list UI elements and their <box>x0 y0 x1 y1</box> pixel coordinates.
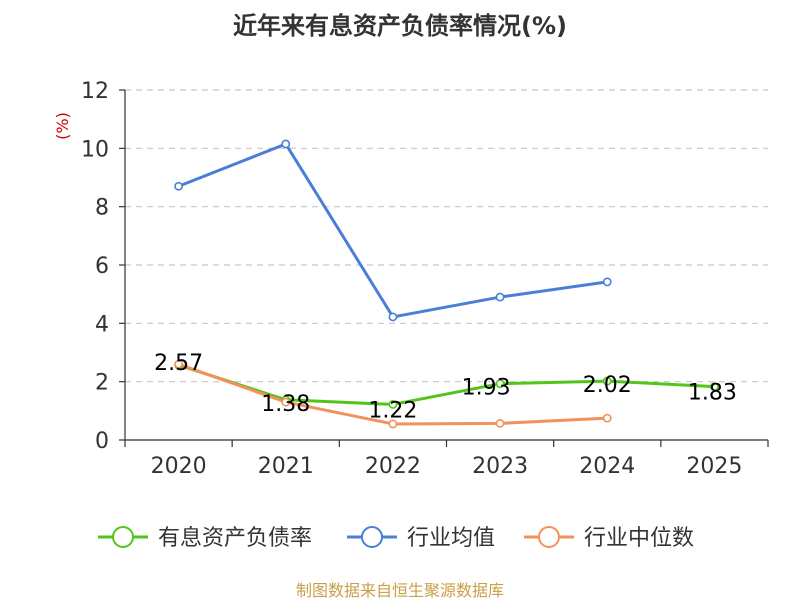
chart-title: 近年来有息资产负债率情况(%) <box>233 12 567 40</box>
data-point-industry_median <box>388 419 398 429</box>
data-label: 1.38 <box>261 392 310 417</box>
y-tick-label: 0 <box>95 429 109 454</box>
x-tick-label: 2025 <box>686 454 742 479</box>
x-tick-label: 2024 <box>579 454 635 479</box>
y-tick-label: 6 <box>95 254 109 279</box>
legend-marker <box>112 526 134 548</box>
data-point-industry_avg <box>602 277 612 287</box>
legend-marker <box>361 526 383 548</box>
series-line-debt_ratio <box>178 363 715 406</box>
legend-label: 行业中位数 <box>584 526 694 551</box>
data-point-industry_avg <box>388 312 398 322</box>
x-tick-label: 2020 <box>151 454 207 479</box>
legend: 有息资产负债率 行业均值 行业中位数 <box>98 526 694 551</box>
series-line-industry_avg <box>178 142 608 319</box>
data-label: 1.22 <box>368 398 417 423</box>
data-point-industry_median <box>602 413 612 423</box>
data-points <box>174 139 719 429</box>
axes: 0 2 4 6 8 10 12 2020 2021 2022 2023 2024 2025 <box>81 79 769 479</box>
legend-label: 有息资产负债率 <box>158 526 312 551</box>
data-point-debt_ratio <box>602 376 612 386</box>
data-label: 2.57 <box>154 351 203 376</box>
x-tick-label: 2021 <box>258 454 314 479</box>
data-point-industry_avg <box>281 139 291 149</box>
y-tick-label: 12 <box>81 79 109 104</box>
data-point-industry_avg <box>495 292 505 302</box>
data-point-industry_median <box>495 418 505 428</box>
data-point-industry_median <box>174 359 183 369</box>
data-point-industry_avg <box>174 181 183 191</box>
data-point-debt_ratio <box>495 379 505 389</box>
y-axis-label: (%) <box>53 112 72 140</box>
legend-label: 行业均值 <box>407 526 495 551</box>
data-label: 1.83 <box>688 381 737 406</box>
grid-lines <box>125 89 768 383</box>
y-tick-label: 10 <box>81 137 109 162</box>
data-point-industry_median <box>281 397 291 407</box>
data-labels: 2.57 1.38 1.22 1.93 2.02 1.83 <box>154 351 737 423</box>
data-label: 2.02 <box>583 373 632 398</box>
data-label: 1.93 <box>462 376 511 401</box>
legend-marker <box>538 526 560 548</box>
y-tick-label: 2 <box>95 371 109 396</box>
x-tick-label: 2022 <box>365 454 421 479</box>
x-tick-label: 2023 <box>472 454 528 479</box>
y-tick-label: 8 <box>95 196 109 221</box>
data-point-debt_ratio <box>388 400 398 409</box>
data-point-debt_ratio <box>710 382 719 392</box>
source-note: 制图数据来自恒生聚源数据库 <box>296 581 504 600</box>
y-tick-label: 4 <box>95 312 109 337</box>
